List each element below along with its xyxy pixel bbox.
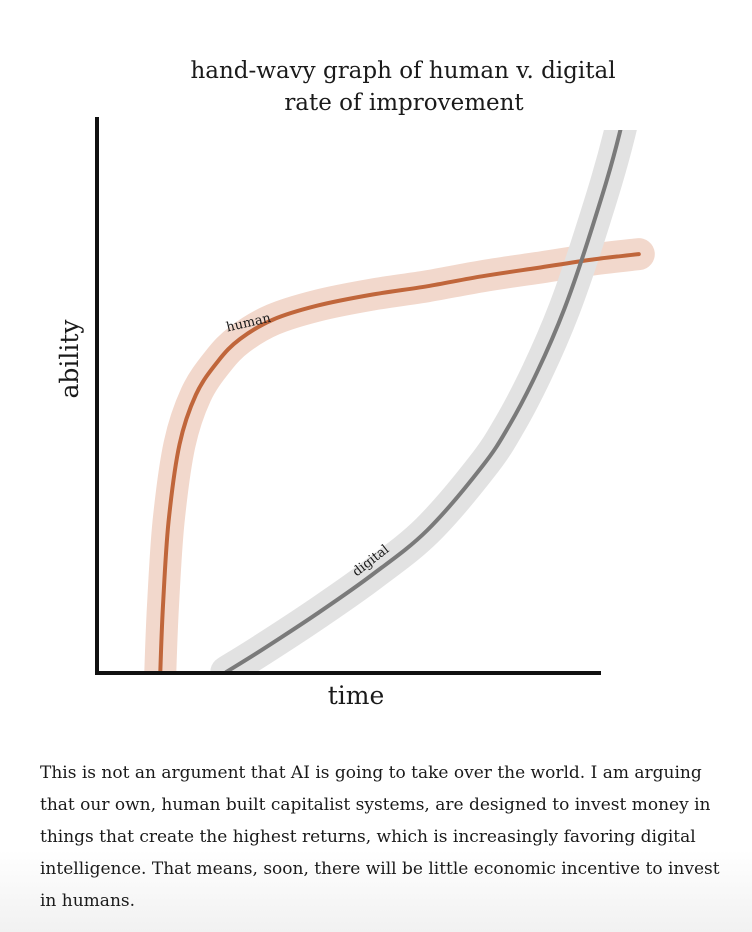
human-series-line: [158, 252, 641, 673]
digital-series-line: [224, 130, 623, 673]
series-lines: [158, 130, 641, 673]
chart: hand-wavy graph of human v. digital rate…: [55, 58, 655, 710]
chart-title-line-2: rate of improvement: [284, 90, 524, 116]
y-axis-label: ability: [55, 319, 84, 399]
caption-paragraph: This is not an argument that AI is going…: [40, 763, 720, 911]
x-axis-label: time: [328, 681, 385, 710]
chart-title-line-1: hand-wavy graph of human v. digital: [190, 58, 615, 84]
